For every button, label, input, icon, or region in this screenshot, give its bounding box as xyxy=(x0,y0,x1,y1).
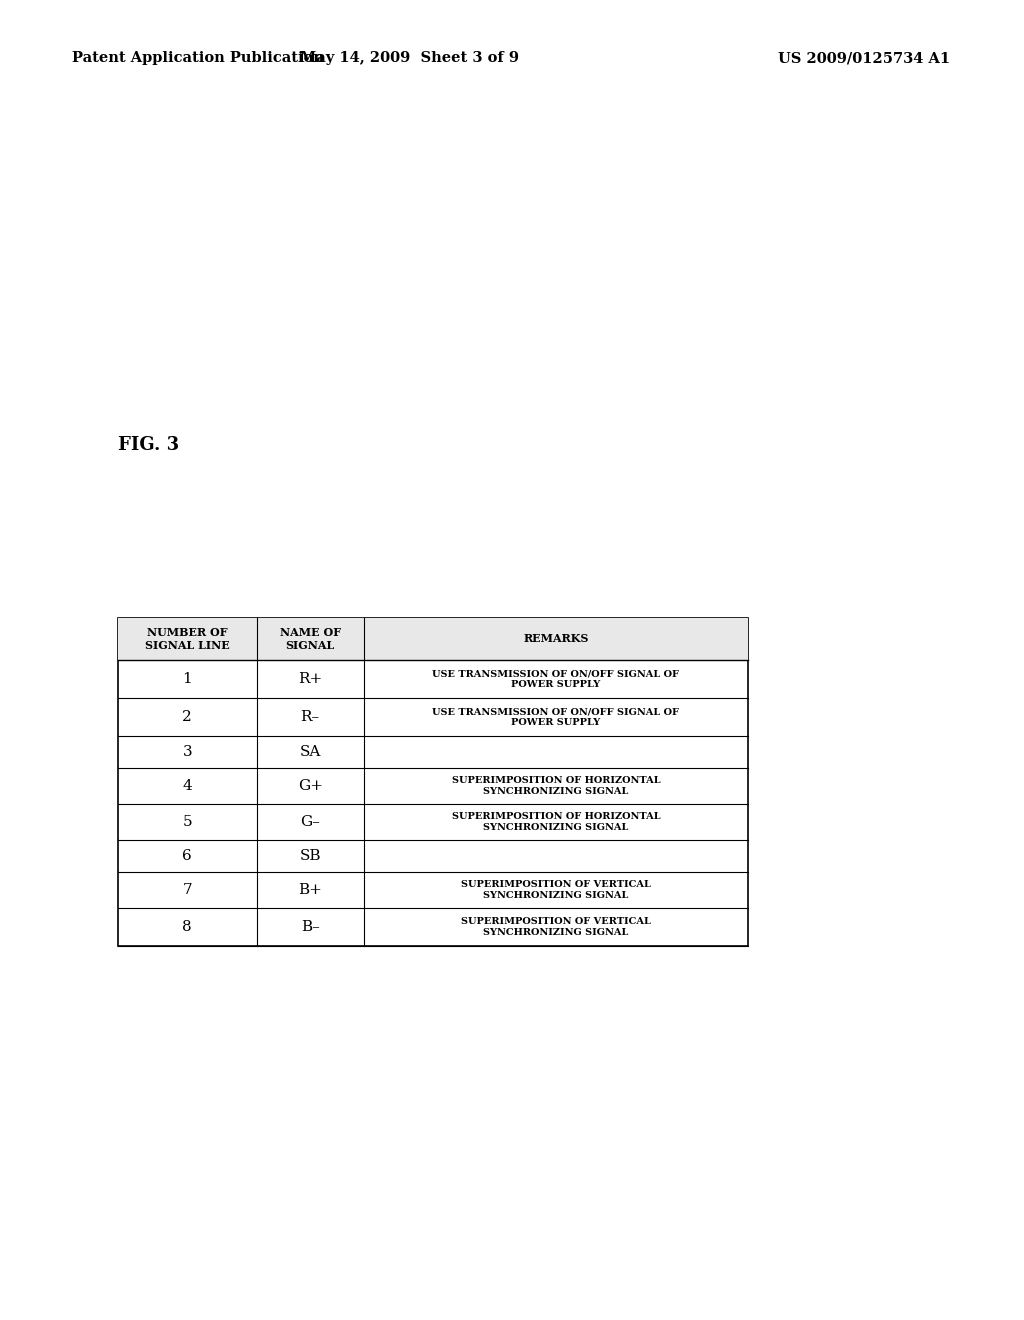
Text: USE TRANSMISSION OF ON/OFF SIGNAL OF
POWER SUPPLY: USE TRANSMISSION OF ON/OFF SIGNAL OF POW… xyxy=(432,708,679,727)
Text: SUPERIMPOSITION OF VERTICAL
SYNCHRONIZING SIGNAL: SUPERIMPOSITION OF VERTICAL SYNCHRONIZIN… xyxy=(461,880,651,900)
Text: 6: 6 xyxy=(182,849,193,863)
Text: SUPERIMPOSITION OF VERTICAL
SYNCHRONIZING SIGNAL: SUPERIMPOSITION OF VERTICAL SYNCHRONIZIN… xyxy=(461,917,651,937)
Text: 3: 3 xyxy=(182,744,193,759)
Text: R+: R+ xyxy=(298,672,323,686)
Text: REMARKS: REMARKS xyxy=(523,634,589,644)
Text: SA: SA xyxy=(299,744,321,759)
Text: 2: 2 xyxy=(182,710,193,723)
Bar xyxy=(118,618,748,660)
Text: G–: G– xyxy=(300,814,321,829)
Text: NAME OF
SIGNAL: NAME OF SIGNAL xyxy=(280,627,341,651)
Text: 4: 4 xyxy=(182,779,193,793)
Text: B+: B+ xyxy=(298,883,323,898)
Text: US 2009/0125734 A1: US 2009/0125734 A1 xyxy=(778,51,950,65)
Text: 1: 1 xyxy=(182,672,193,686)
Text: B–: B– xyxy=(301,920,319,935)
Text: SB: SB xyxy=(299,849,321,863)
Text: 7: 7 xyxy=(182,883,193,898)
Text: May 14, 2009  Sheet 3 of 9: May 14, 2009 Sheet 3 of 9 xyxy=(300,51,519,65)
Text: 5: 5 xyxy=(182,814,193,829)
Bar xyxy=(118,618,748,946)
Text: 8: 8 xyxy=(182,920,193,935)
Text: SUPERIMPOSITION OF HORIZONTAL
SYNCHRONIZING SIGNAL: SUPERIMPOSITION OF HORIZONTAL SYNCHRONIZ… xyxy=(452,776,660,796)
Text: R–: R– xyxy=(301,710,319,723)
Text: NUMBER OF
SIGNAL LINE: NUMBER OF SIGNAL LINE xyxy=(145,627,229,651)
Text: SUPERIMPOSITION OF HORIZONTAL
SYNCHRONIZING SIGNAL: SUPERIMPOSITION OF HORIZONTAL SYNCHRONIZ… xyxy=(452,812,660,832)
Text: G+: G+ xyxy=(298,779,323,793)
Text: FIG. 3: FIG. 3 xyxy=(118,436,179,454)
Text: USE TRANSMISSION OF ON/OFF SIGNAL OF
POWER SUPPLY: USE TRANSMISSION OF ON/OFF SIGNAL OF POW… xyxy=(432,669,679,689)
Text: Patent Application Publication: Patent Application Publication xyxy=(72,51,324,65)
